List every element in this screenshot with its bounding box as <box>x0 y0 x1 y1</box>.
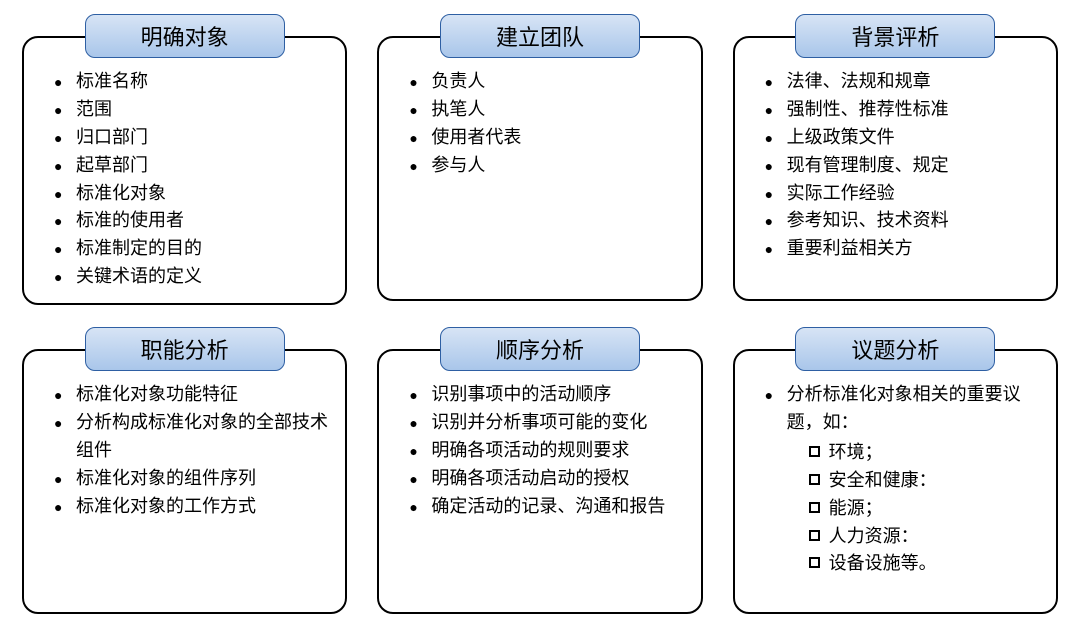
list-item: 实际工作经验 <box>769 180 1040 208</box>
list-item: 参与人 <box>413 152 684 180</box>
bullet-list: 标准名称 范围 归口部门 起草部门 标准化对象 标准的使用者 标准制定的目的 关… <box>40 68 329 291</box>
bullet-list: 法律、法规和规章 强制性、推荐性标准 上级政策文件 现有管理制度、规定 实际工作… <box>751 68 1040 263</box>
sub-list-item: 安全和健康： <box>809 467 1040 495</box>
list-item: 强制性、推荐性标准 <box>769 96 1040 124</box>
list-item: 标准名称 <box>58 68 329 96</box>
card-grid: 明确对象 标准名称 范围 归口部门 起草部门 标准化对象 标准的使用者 标准制定… <box>0 0 1080 628</box>
card-body: 识别事项中的活动顺序 识别并分析事项可能的变化 明确各项活动的规则要求 明确各项… <box>377 349 702 614</box>
list-item: 法律、法规和规章 <box>769 68 1040 96</box>
list-item: 使用者代表 <box>413 124 684 152</box>
card-header: 建立团队 <box>440 14 640 58</box>
card-background-analysis: 背景评析 法律、法规和规章 强制性、推荐性标准 上级政策文件 现有管理制度、规定… <box>733 14 1058 305</box>
list-item: 识别并分析事项可能的变化 <box>413 409 684 437</box>
list-item: 明确各项活动的规则要求 <box>413 437 684 465</box>
card-body: 标准化对象功能特征 分析构成标准化对象的全部技术组件 标准化对象的组件序列 标准… <box>22 349 347 614</box>
card-header: 议题分析 <box>795 327 995 371</box>
bullet-list: 负责人 执笔人 使用者代表 参与人 <box>395 68 684 180</box>
sub-list-item: 人力资源： <box>809 523 1040 551</box>
sub-list-item: 能源； <box>809 495 1040 523</box>
list-item: 参考知识、技术资料 <box>769 207 1040 235</box>
lead-text: 分析标准化对象相关的重要议题，如： <box>787 384 1021 432</box>
card-build-team: 建立团队 负责人 执笔人 使用者代表 参与人 <box>377 14 702 305</box>
list-item: 范围 <box>58 96 329 124</box>
card-define-object: 明确对象 标准名称 范围 归口部门 起草部门 标准化对象 标准的使用者 标准制定… <box>22 14 347 305</box>
card-body: 分析标准化对象相关的重要议题，如： 环境； 安全和健康： 能源； 人力资源： 设… <box>733 349 1058 614</box>
list-item: 标准化对象 <box>58 180 329 208</box>
list-item: 起草部门 <box>58 152 329 180</box>
list-item: 识别事项中的活动顺序 <box>413 381 684 409</box>
list-item: 标准的使用者 <box>58 207 329 235</box>
card-body: 负责人 执笔人 使用者代表 参与人 <box>377 36 702 301</box>
list-item: 负责人 <box>413 68 684 96</box>
list-item: 标准化对象的组件序列 <box>58 465 329 493</box>
card-issue-analysis: 议题分析 分析标准化对象相关的重要议题，如： 环境； 安全和健康： 能源； 人力… <box>733 327 1058 614</box>
card-header: 背景评析 <box>795 14 995 58</box>
card-sequence-analysis: 顺序分析 识别事项中的活动顺序 识别并分析事项可能的变化 明确各项活动的规则要求… <box>377 327 702 614</box>
bullet-list: 识别事项中的活动顺序 识别并分析事项可能的变化 明确各项活动的规则要求 明确各项… <box>395 381 684 520</box>
list-item: 明确各项活动启动的授权 <box>413 465 684 493</box>
sub-list-item: 设备设施等。 <box>809 550 1040 578</box>
list-item-lead: 分析标准化对象相关的重要议题，如： 环境； 安全和健康： 能源； 人力资源： 设… <box>769 381 1040 578</box>
card-header: 顺序分析 <box>440 327 640 371</box>
list-item: 归口部门 <box>58 124 329 152</box>
bullet-list: 标准化对象功能特征 分析构成标准化对象的全部技术组件 标准化对象的组件序列 标准… <box>40 381 329 520</box>
card-header: 职能分析 <box>85 327 285 371</box>
list-item: 现有管理制度、规定 <box>769 152 1040 180</box>
list-item: 标准化对象功能特征 <box>58 381 329 409</box>
list-item: 关键术语的定义 <box>58 263 329 291</box>
list-item: 上级政策文件 <box>769 124 1040 152</box>
list-item: 标准制定的目的 <box>58 235 329 263</box>
card-body: 标准名称 范围 归口部门 起草部门 标准化对象 标准的使用者 标准制定的目的 关… <box>22 36 347 305</box>
card-header: 明确对象 <box>85 14 285 58</box>
list-item: 分析构成标准化对象的全部技术组件 <box>58 409 329 465</box>
sub-list: 环境； 安全和健康： 能源； 人力资源： 设备设施等。 <box>787 439 1040 578</box>
card-body: 法律、法规和规章 强制性、推荐性标准 上级政策文件 现有管理制度、规定 实际工作… <box>733 36 1058 301</box>
list-item: 重要利益相关方 <box>769 235 1040 263</box>
list-item: 确定活动的记录、沟通和报告 <box>413 493 684 521</box>
list-item: 标准化对象的工作方式 <box>58 493 329 521</box>
list-item: 执笔人 <box>413 96 684 124</box>
bullet-list: 分析标准化对象相关的重要议题，如： 环境； 安全和健康： 能源； 人力资源： 设… <box>751 381 1040 578</box>
sub-list-item: 环境； <box>809 439 1040 467</box>
card-function-analysis: 职能分析 标准化对象功能特征 分析构成标准化对象的全部技术组件 标准化对象的组件… <box>22 327 347 614</box>
